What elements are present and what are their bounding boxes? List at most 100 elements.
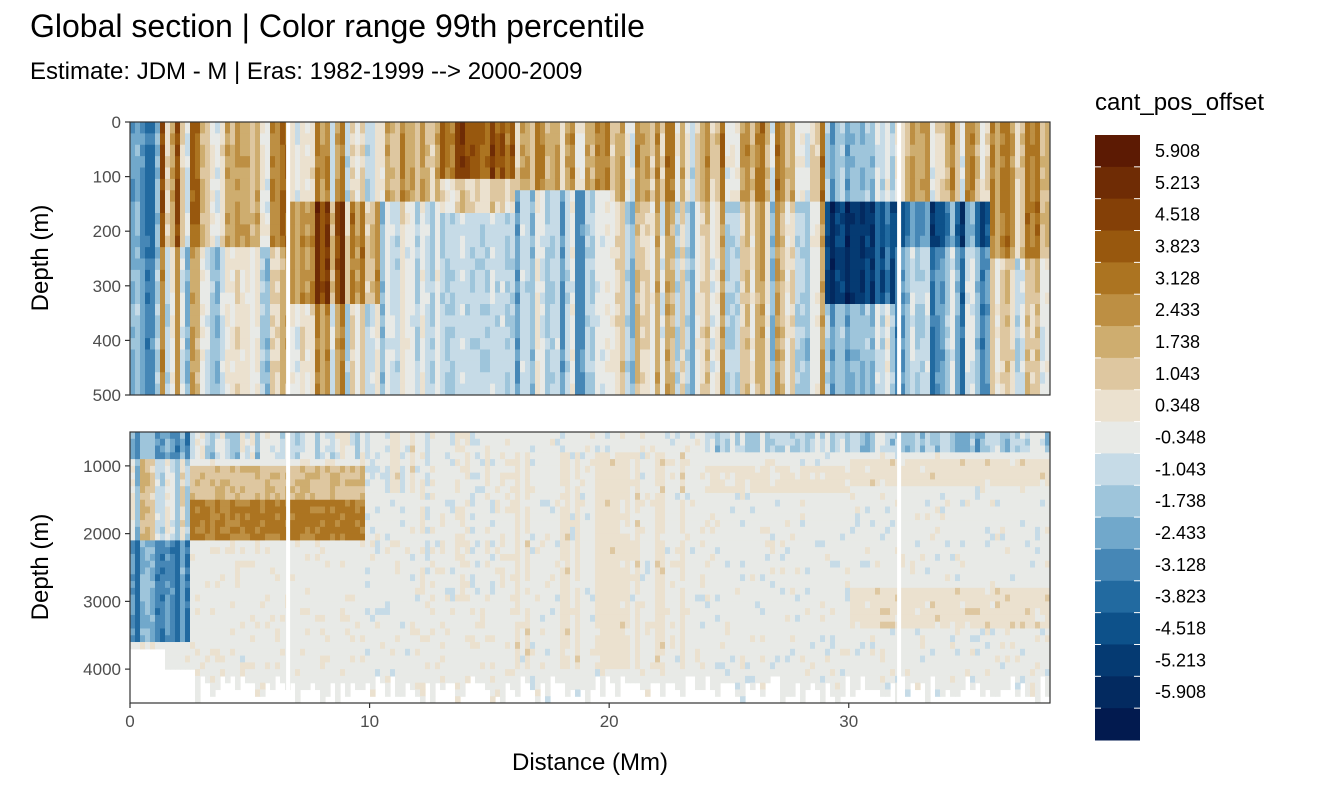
upper-heatmap-cell [820,122,826,134]
upper-heatmap-cell [970,326,976,339]
upper-heatmap-cell [315,235,321,248]
upper-heatmap-cell [190,156,196,169]
upper-heatmap-cell [1035,349,1041,362]
upper-heatmap-cell [360,338,366,351]
upper-heatmap-cell [820,224,826,237]
upper-heatmap-cell [655,326,661,339]
upper-heatmap-cell [580,235,586,248]
upper-heatmap-cell [440,190,446,203]
upper-heatmap-cell [300,304,306,316]
upper-heatmap-cell [745,292,751,305]
upper-heatmap-cell [865,133,871,146]
upper-heatmap-cell [375,338,381,351]
lower-heatmap-cell [155,567,161,575]
upper-heatmap-cell [845,326,851,339]
upper-heatmap-cell [405,292,411,305]
upper-heatmap-cell [1005,201,1011,214]
upper-heatmap-cell [975,133,981,146]
lower-heatmap-cell [185,642,191,650]
lower-heatmap-cell [140,608,146,616]
upper-heatmap-cell [240,349,246,362]
upper-heatmap-cell [270,224,276,237]
upper-heatmap-cell [145,258,151,271]
lower-heatmap-cell [140,614,146,623]
upper-heatmap-cell [945,144,951,157]
upper-heatmap-cell [760,258,766,271]
upper-heatmap-cell [310,281,316,294]
upper-heatmap-cell [195,349,201,362]
upper-heatmap-cell [785,190,791,203]
upper-heatmap-cell [855,167,861,180]
upper-heatmap-cell [865,338,871,351]
upper-heatmap-cell [180,292,186,305]
upper-heatmap-cell [920,133,926,146]
upper-heatmap-cell [790,315,796,328]
upper-heatmap-cell [815,304,821,316]
lower-heatmap-cell [145,587,151,596]
upper-heatmap-cell [245,326,251,339]
upper-heatmap-cell [260,349,266,362]
upper-heatmap-cell [230,258,236,271]
lower-heatmap-cell [170,520,176,528]
upper-heatmap-cell [175,269,181,282]
upper-heatmap-cell [595,122,601,134]
upper-heatmap-cell [150,213,156,225]
lower-heatmap-cell [155,486,161,494]
upper-heatmap-cell [470,383,476,395]
upper-heatmap-cell [730,349,736,362]
upper-heatmap-cell [410,258,416,271]
upper-heatmap-cell [585,235,591,248]
upper-heatmap-cell [470,178,476,191]
upper-heatmap-cell [900,144,906,157]
upper-heatmap-cell [560,292,566,305]
upper-heatmap-cell [600,201,606,214]
upper-heatmap-cell [990,269,996,282]
lower-heatmap-cell [175,594,181,602]
upper-heatmap-cell [705,349,711,362]
upper-heatmap-cell [150,292,156,305]
upper-heatmap-cell [1005,235,1011,248]
upper-heatmap-cell [300,292,306,305]
upper-heatmap-cell [685,360,691,373]
lower-heatmap-cell [205,587,211,596]
lower-heatmap-cell [205,648,211,657]
upper-heatmap-cell [455,360,461,373]
upper-heatmap-cell [645,190,651,203]
upper-heatmap-cell [485,338,491,351]
upper-heatmap-cell [400,269,406,282]
upper-heatmap-cell [775,372,781,385]
upper-heatmap-cell [790,281,796,294]
upper-heatmap-cell [370,156,376,169]
upper-heatmap-cell [830,235,836,248]
upper-heatmap-cell [625,178,631,191]
upper-heatmap-cell [715,156,721,169]
upper-heatmap-cell [780,224,786,237]
upper-heatmap-cell [840,201,846,214]
upper-heatmap-cell [605,235,611,248]
upper-heatmap-cell [950,258,956,271]
upper-heatmap-cell [820,269,826,282]
upper-heatmap-cell [160,372,166,385]
upper-heatmap-cell [310,383,316,395]
upper-heatmap-cell [315,156,321,169]
upper-heatmap-cell [825,201,831,214]
upper-heatmap-cell [165,247,171,260]
lower-heatmap-cell [140,628,146,636]
upper-heatmap-cell [785,235,791,248]
upper-heatmap-cell [705,133,711,146]
upper-heatmap-cell [555,281,561,294]
upper-heatmap-cell [800,190,806,203]
upper-heatmap-cell [450,326,456,339]
upper-heatmap-cell [560,122,566,134]
upper-heatmap-cell [770,213,776,225]
upper-heatmap-cell [260,372,266,385]
upper-heatmap-cell [630,315,636,328]
upper-heatmap-cell [915,190,921,203]
upper-heatmap-cell [685,326,691,339]
lower-heatmap-cell [165,655,171,663]
upper-heatmap-cell [855,156,861,169]
lower-heatmap-cell [185,601,191,609]
upper-heatmap-cell [715,383,721,395]
upper-heatmap-cell [810,178,816,191]
upper-heatmap-cell [175,383,181,395]
